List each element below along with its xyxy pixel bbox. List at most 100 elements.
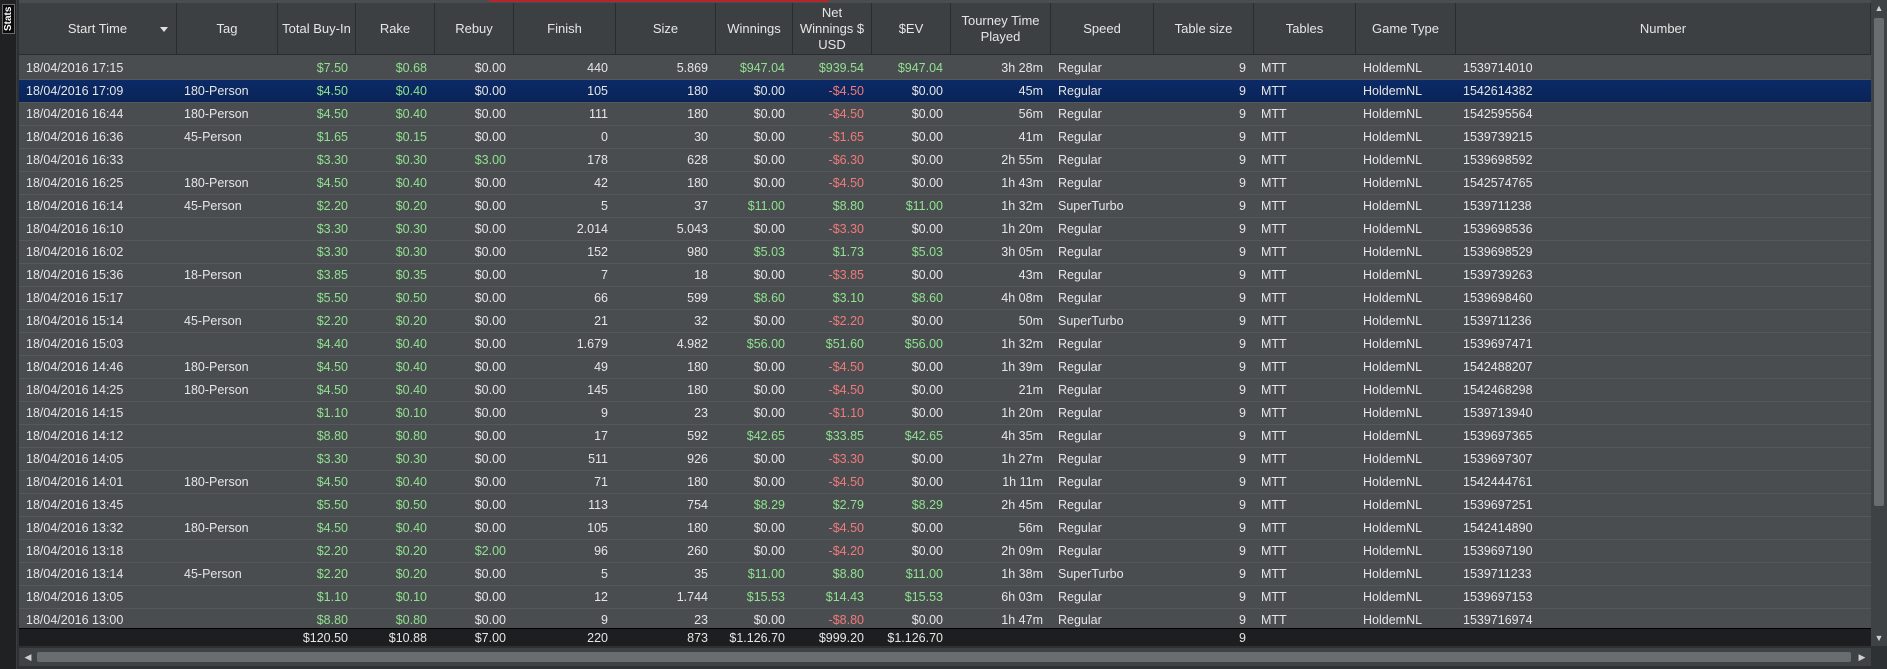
column-header-label: Finish: [547, 21, 582, 36]
column-header-gtype[interactable]: Game Type: [1356, 3, 1456, 55]
column-header-net[interactable]: Net Winnings $ USD: [793, 3, 872, 55]
vertical-scrollbar[interactable]: ▲ ▼: [1871, 0, 1887, 646]
cell-winnings: $8.60: [753, 291, 785, 305]
table-row[interactable]: 18/04/2016 16:10 $3.30 $0.30 $0.00 2.014 5.04…: [19, 218, 1871, 241]
cell-rebuy: $0.00: [474, 199, 506, 213]
column-header-speed[interactable]: Speed: [1051, 3, 1154, 55]
column-header-time[interactable]: Tourney Time Played: [951, 3, 1051, 55]
cell-rake: $0.80: [395, 613, 427, 627]
cell-time: 56m: [1018, 107, 1043, 121]
cell-time: 1h 20m: [1001, 222, 1043, 236]
cell-buyin: $4.50: [316, 475, 348, 489]
cell-tsize: 9: [1239, 268, 1246, 282]
cell-gtype: HoldemNL: [1363, 544, 1423, 558]
column-header-winnings[interactable]: Winnings: [716, 3, 793, 55]
column-header-buyin[interactable]: Total Buy-In: [278, 3, 356, 55]
table-row[interactable]: 18/04/2016 16:36 45-Person $1.65 $0.15 $0.00…: [19, 126, 1871, 149]
table-row[interactable]: 18/04/2016 16:44 180-Person $4.50 $0.40 $0.0…: [19, 103, 1871, 126]
cell-tsize: 9: [1239, 153, 1246, 167]
cell-tables: MTT: [1261, 613, 1287, 627]
cell-net: $1.73: [832, 245, 864, 259]
column-header-ev[interactable]: $EV: [872, 3, 951, 55]
column-header-tables[interactable]: Tables: [1254, 3, 1356, 55]
table-row[interactable]: 18/04/2016 14:12 $8.80 $0.80 $0.00 17 592 $42.…: [19, 425, 1871, 448]
cell-rebuy: $0.00: [474, 337, 506, 351]
scroll-left-icon[interactable]: ◀: [24, 652, 32, 662]
table-row[interactable]: 18/04/2016 14:01 180-Person $4.50 $0.40 $0.0…: [19, 471, 1871, 494]
cell-rake: $0.40: [395, 360, 427, 374]
cell-number: 1539698536: [1463, 222, 1533, 236]
vertical-scroll-thumb[interactable]: [1874, 18, 1884, 506]
column-header-finish[interactable]: Finish: [514, 3, 616, 55]
cell-tsize: 9: [1239, 61, 1246, 75]
cell-tables: MTT: [1261, 61, 1287, 75]
table-row[interactable]: 18/04/2016 13:18 $2.20 $0.20 $2.00 96 260 $0.0…: [19, 540, 1871, 563]
table-row[interactable]: 18/04/2016 15:14 45-Person $2.20 $0.20 $0.00…: [19, 310, 1871, 333]
cell-rebuy: $0.00: [474, 613, 506, 627]
tournament-results-grid: Start Time Tag Total Buy-In Rake Rebuy Finish…: [19, 0, 1871, 646]
cell-winnings: $0.00: [753, 222, 785, 236]
table-row[interactable]: 18/04/2016 17:09 180-Person $4.50 $0.40 $0.0…: [19, 80, 1871, 103]
table-row[interactable]: 18/04/2016 16:33 $3.30 $0.30 $3.00 178 628 $0.…: [19, 149, 1871, 172]
table-row[interactable]: 18/04/2016 13:05 $1.10 $0.10 $0.00 12 1.744 $1…: [19, 586, 1871, 609]
column-header-label: Tag: [216, 21, 238, 36]
cell-ev: $42.65: [904, 429, 943, 443]
cell-rake: $0.10: [395, 406, 427, 420]
cell-number: 1539698592: [1463, 153, 1533, 167]
table-row[interactable]: 18/04/2016 13:32 180-Person $4.50 $0.40 $0.0…: [19, 517, 1871, 540]
cell-start: 18/04/2016 15:36: [26, 268, 124, 282]
table-row[interactable]: 18/04/2016 15:17 $5.50 $0.50 $0.00 66 599 $8.6…: [19, 287, 1871, 310]
table-row[interactable]: 18/04/2016 14:25 180-Person $4.50 $0.40 $0.0…: [19, 379, 1871, 402]
scroll-right-icon[interactable]: ▶: [1858, 652, 1866, 662]
cell-size: 32: [694, 314, 708, 328]
cell-size: 4.982: [676, 337, 708, 351]
column-header-tag[interactable]: Tag: [177, 3, 278, 55]
cell-tsize: 9: [1239, 521, 1246, 535]
table-row[interactable]: 18/04/2016 13:45 $5.50 $0.50 $0.00 113 754 $8.…: [19, 494, 1871, 517]
cell-tag: 45-Person: [184, 567, 242, 581]
cell-buyin: $1.10: [316, 590, 348, 604]
cell-rake: $0.20: [395, 544, 427, 558]
cell-net: -$4.50: [828, 360, 864, 374]
stats-tab[interactable]: Stats: [2, 4, 15, 34]
table-row[interactable]: 18/04/2016 14:46 180-Person $4.50 $0.40 $0.0…: [19, 356, 1871, 379]
table-row[interactable]: 18/04/2016 15:03 $4.40 $0.40 $0.00 1.679 4.98…: [19, 333, 1871, 356]
cell-tag: [177, 402, 278, 425]
scroll-down-icon[interactable]: ▼: [1874, 633, 1884, 643]
cell-size: 23: [694, 406, 708, 420]
column-header-start[interactable]: Start Time: [19, 3, 177, 55]
horizontal-scrollbar[interactable]: ◀ ▶: [19, 648, 1871, 666]
cell-start: 18/04/2016 16:25: [26, 176, 124, 190]
table-row[interactable]: 18/04/2016 16:14 45-Person $2.20 $0.20 $0.00…: [19, 195, 1871, 218]
table-row[interactable]: 18/04/2016 14:15 $1.10 $0.10 $0.00 9 23 $0.00 -…: [19, 402, 1871, 425]
column-header-rake[interactable]: Rake: [356, 3, 435, 55]
column-header-tsize[interactable]: Table size: [1154, 3, 1254, 55]
cell-tsize: 9: [1239, 84, 1246, 98]
cell-rebuy: $0.00: [474, 222, 506, 236]
column-header-number[interactable]: Number: [1456, 3, 1871, 55]
table-row[interactable]: 18/04/2016 17:15 $7.50 $0.68 $0.00 440 5.869 $…: [19, 57, 1871, 80]
column-header-rebuy[interactable]: Rebuy: [435, 3, 514, 55]
column-header-size[interactable]: Size: [616, 3, 716, 55]
cell-ev: $8.29: [911, 498, 943, 512]
cell-tables: MTT: [1261, 360, 1287, 374]
table-row[interactable]: 18/04/2016 16:25 180-Person $4.50 $0.40 $0.0…: [19, 172, 1871, 195]
cell-tsize: 9: [1239, 130, 1246, 144]
cell-number: 1539711233: [1463, 567, 1532, 581]
table-row[interactable]: 18/04/2016 16:02 $3.30 $0.30 $0.00 152 980 $5.…: [19, 241, 1871, 264]
sort-descending-icon[interactable]: [160, 27, 168, 32]
scroll-up-icon[interactable]: ▲: [1874, 3, 1884, 13]
cell-winnings: $0.00: [753, 383, 785, 397]
horizontal-scroll-thumb[interactable]: [37, 652, 1851, 662]
table-row[interactable]: 18/04/2016 15:36 18-Person $3.85 $0.35 $0.00…: [19, 264, 1871, 287]
cell-size: 18: [694, 268, 708, 282]
cell-time: 4h 08m: [1001, 291, 1043, 305]
cell-time: 1h 20m: [1001, 406, 1043, 420]
table-row[interactable]: 18/04/2016 14:05 $3.30 $0.30 $0.00 511 926 $0.…: [19, 448, 1871, 471]
cell-rake: $0.10: [395, 590, 427, 604]
table-row[interactable]: 18/04/2016 13:14 45-Person $2.20 $0.20 $0.00…: [19, 563, 1871, 586]
cell-time: 45m: [1018, 84, 1043, 98]
cell-tag: [177, 149, 278, 172]
cell-rake: $0.15: [395, 130, 427, 144]
cell-tag: 45-Person: [184, 199, 242, 213]
